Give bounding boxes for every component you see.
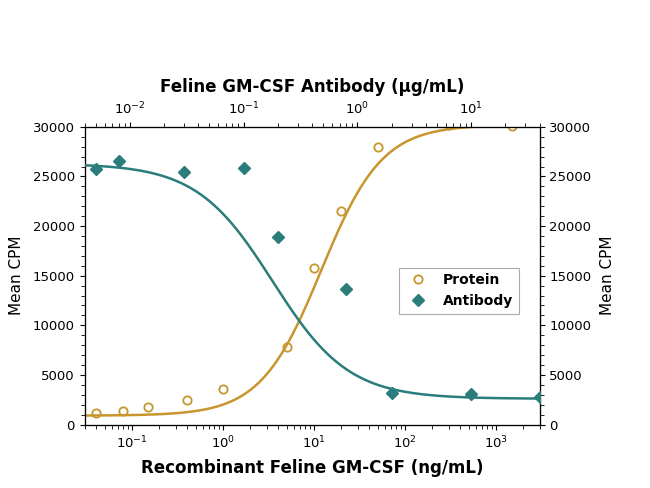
Y-axis label: Mean CPM: Mean CPM: [9, 236, 24, 315]
Legend: Protein, Antibody: Protein, Antibody: [398, 267, 519, 314]
X-axis label: Recombinant Feline GM-CSF (ng/mL): Recombinant Feline GM-CSF (ng/mL): [141, 459, 483, 477]
X-axis label: Feline GM-CSF Antibody (μg/mL): Feline GM-CSF Antibody (μg/mL): [160, 78, 464, 96]
Y-axis label: Mean CPM: Mean CPM: [600, 236, 615, 315]
